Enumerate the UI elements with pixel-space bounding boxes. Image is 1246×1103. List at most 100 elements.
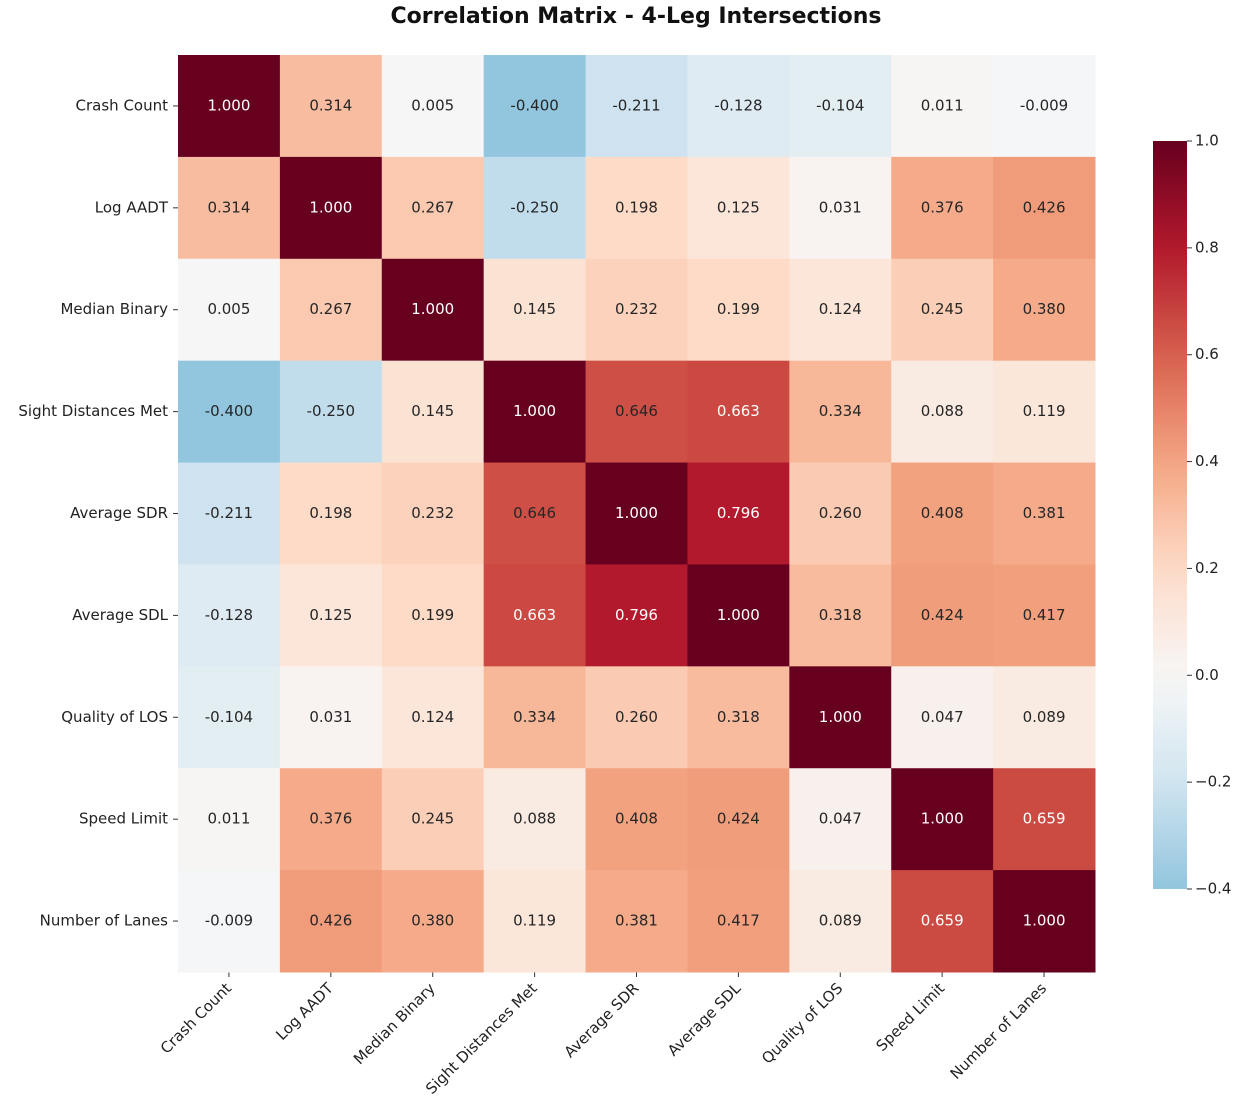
cell-label: 0.005 — [207, 300, 250, 318]
cell-label: 0.314 — [207, 198, 250, 216]
cell-label: 0.047 — [819, 810, 862, 828]
heatmap-cell — [279, 258, 383, 362]
heatmap-cell — [483, 870, 587, 973]
cell-label: 0.663 — [513, 606, 556, 624]
cell-label: 0.376 — [309, 810, 352, 828]
heatmap-cell — [178, 564, 281, 667]
y-tick-label: Log AADT — [95, 198, 169, 216]
cell-label: 0.334 — [513, 708, 556, 726]
heatmap-cell — [381, 156, 485, 260]
heatmap-cell — [381, 360, 485, 464]
heatmap-cell — [891, 360, 994, 464]
heatmap-cell — [789, 462, 892, 565]
heatmap-cell — [483, 666, 587, 769]
cell-label: -0.009 — [1020, 96, 1068, 114]
cell-label: 0.659 — [1023, 810, 1066, 828]
heatmap-cell — [789, 55, 892, 158]
heatmap-cell — [381, 462, 485, 565]
cell-label: 0.260 — [615, 708, 658, 726]
heatmap-cell — [891, 156, 994, 260]
y-tick-label: Number of Lanes — [40, 912, 169, 930]
heatmap-cell — [381, 258, 485, 362]
cell-label: 0.796 — [717, 504, 760, 522]
y-tick-label: Sight Distances Met — [18, 402, 168, 420]
heatmap-cell — [279, 564, 383, 667]
heatmap-cell — [381, 870, 485, 973]
cell-label: 0.424 — [717, 810, 760, 828]
heatmap-cell — [483, 360, 587, 464]
heatmap-cell — [178, 360, 281, 464]
y-tick-label: Quality of LOS — [61, 708, 168, 726]
heatmap-cell — [789, 870, 892, 973]
cell-label: 1.000 — [207, 96, 250, 114]
heatmap-cell — [789, 360, 892, 464]
x-tick-label: Log AADT — [272, 979, 337, 1044]
cell-label: 1.000 — [309, 198, 352, 216]
heatmap-cell — [891, 55, 994, 158]
heatmap-cell — [178, 870, 281, 973]
heatmap-cell — [585, 258, 688, 362]
heatmap-cell — [993, 55, 1096, 158]
heatmap-cell — [483, 768, 587, 871]
x-tick-label: Quality of LOS — [758, 979, 846, 1067]
y-tick-label: Crash Count — [76, 96, 169, 114]
heatmap-cell — [993, 666, 1096, 769]
heatmap-cell — [585, 360, 688, 464]
colorbar-tick-label: −0.4 — [1195, 880, 1231, 898]
x-tick-label: Sight Distances Met — [422, 979, 541, 1098]
colorbar — [1153, 141, 1187, 889]
heatmap-cell — [178, 156, 281, 260]
heatmap-cell — [585, 768, 688, 871]
cell-label: 0.267 — [411, 198, 454, 216]
cell-label: -0.250 — [307, 402, 355, 420]
heatmap-cell — [585, 666, 688, 769]
heatmap-cell — [279, 870, 383, 973]
cell-label: 0.260 — [819, 504, 862, 522]
y-tick-label: Average SDL — [72, 606, 168, 624]
heatmap-cell — [687, 870, 790, 973]
cell-label: 0.198 — [309, 504, 352, 522]
y-tick-label: Median Binary — [60, 300, 168, 318]
heatmap-cell — [279, 55, 383, 158]
heatmap-cell — [687, 564, 790, 667]
cell-label: 0.267 — [309, 300, 352, 318]
chart-title: Correlation Matrix - 4-Leg Intersections — [391, 4, 882, 29]
cell-label: 0.424 — [921, 606, 964, 624]
heatmap-cell — [687, 666, 790, 769]
heatmap-cell — [279, 666, 383, 769]
x-tick-label: Crash Count — [157, 979, 235, 1057]
heatmap-cell — [585, 870, 688, 973]
heatmap-cell — [279, 156, 383, 260]
cell-label: 0.334 — [819, 402, 862, 420]
cell-label: -0.104 — [816, 96, 864, 114]
heatmap-cell — [789, 156, 892, 260]
heatmap-cell — [585, 462, 688, 565]
cell-label: 0.199 — [411, 606, 454, 624]
cell-label: 0.199 — [717, 300, 760, 318]
heatmap-cell — [891, 666, 994, 769]
cell-label: 0.381 — [1023, 504, 1066, 522]
heatmap-cell — [891, 564, 994, 667]
cell-label: 0.426 — [1023, 198, 1066, 216]
cell-label: 1.000 — [513, 402, 556, 420]
heatmap-cell — [381, 666, 485, 769]
heatmap-cell — [585, 156, 688, 260]
cell-label: 0.376 — [921, 198, 964, 216]
cell-label: -0.128 — [205, 606, 253, 624]
heatmap-cell — [993, 258, 1096, 362]
heatmap-cell — [483, 156, 587, 260]
heatmap-cell — [891, 462, 994, 565]
heatmap-cell — [178, 666, 281, 769]
cell-label: 0.408 — [921, 504, 964, 522]
cell-label: -0.400 — [205, 402, 253, 420]
cell-label: 0.245 — [921, 300, 964, 318]
heatmap-cell — [993, 870, 1096, 973]
cell-label: 0.380 — [411, 912, 454, 930]
heatmap-cell — [891, 768, 994, 871]
cell-label: 1.000 — [411, 300, 454, 318]
cell-label: 0.232 — [615, 300, 658, 318]
cell-label: 0.088 — [513, 810, 556, 828]
cell-label: -0.104 — [205, 708, 253, 726]
cell-label: -0.009 — [205, 912, 253, 930]
